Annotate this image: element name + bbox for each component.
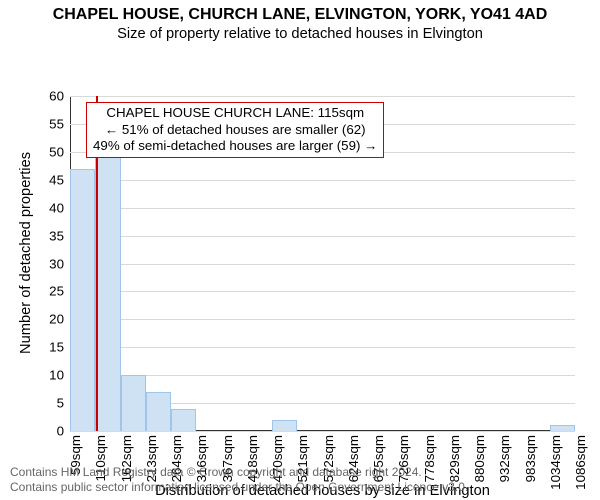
gridline — [70, 208, 575, 209]
gridline — [70, 431, 575, 432]
annotation-box: CHAPEL HOUSE CHURCH LANE: 115sqm ← 51% o… — [86, 102, 384, 158]
y-tick-label: 5 — [57, 396, 64, 411]
y-tick-label: 25 — [49, 284, 64, 299]
histogram-bar — [121, 375, 146, 431]
gridline — [70, 236, 575, 237]
annotation-line: CHAPEL HOUSE CHURCH LANE: 115sqm — [93, 105, 377, 122]
annotation-line: ← 51% of detached houses are smaller (62… — [93, 122, 377, 139]
gridline — [70, 180, 575, 181]
y-tick-label: 45 — [49, 172, 64, 187]
histogram-bar — [146, 392, 171, 431]
y-tick-label: 55 — [49, 116, 64, 131]
histogram-bar — [95, 124, 120, 431]
gridline — [70, 319, 575, 320]
histogram-chart: 05101520253035404550556059sqm110sqm162sq… — [0, 46, 600, 491]
footer-line: Contains public sector information licen… — [10, 480, 590, 494]
y-tick-label: 35 — [49, 228, 64, 243]
footer-line: Contains HM Land Registry data © Crown c… — [10, 465, 590, 479]
page-subtitle: Size of property relative to detached ho… — [0, 26, 600, 42]
histogram-bar — [272, 420, 297, 431]
page-title: CHAPEL HOUSE, CHURCH LANE, ELVINGTON, YO… — [0, 6, 600, 24]
gridline — [70, 291, 575, 292]
y-tick-label: 10 — [49, 368, 64, 383]
footer-attribution: Contains HM Land Registry data © Crown c… — [10, 465, 590, 494]
y-tick-label: 20 — [49, 312, 64, 327]
gridline — [70, 347, 575, 348]
y-axis-label: Number of detached properties — [18, 151, 34, 353]
y-tick-label: 40 — [49, 200, 64, 215]
y-tick-label: 60 — [49, 89, 64, 104]
y-tick-label: 50 — [49, 144, 64, 159]
y-tick-label: 0 — [57, 424, 64, 439]
gridline — [70, 264, 575, 265]
y-tick-label: 30 — [49, 256, 64, 271]
histogram-bar — [550, 425, 575, 431]
annotation-line: 49% of semi-detached houses are larger (… — [93, 138, 377, 155]
gridline — [70, 375, 575, 376]
y-tick-label: 15 — [49, 340, 64, 355]
gridline — [70, 96, 575, 97]
histogram-bar — [171, 409, 196, 431]
histogram-bar — [70, 169, 95, 431]
